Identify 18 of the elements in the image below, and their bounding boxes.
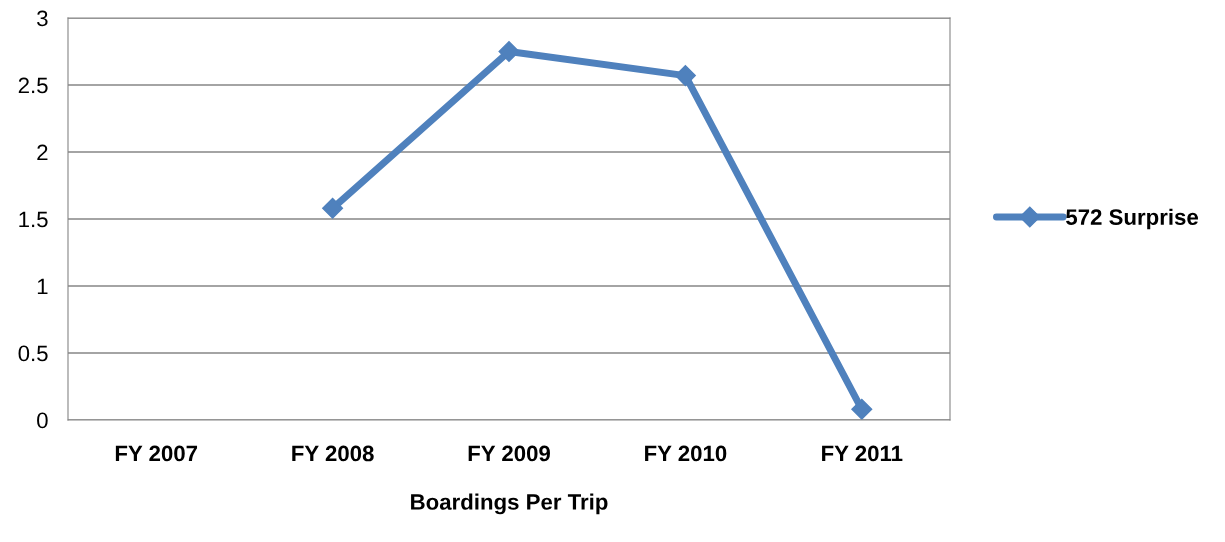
y-tick-label: 2 bbox=[37, 144, 48, 161]
legend-label: 572 Surprise bbox=[1066, 208, 1198, 230]
point bbox=[674, 65, 696, 87]
y-tick-label: 2.5 bbox=[18, 77, 48, 94]
x-tick-label: FY 2007 bbox=[115, 445, 198, 462]
y-tick-label: 3 bbox=[37, 10, 48, 27]
x-axis-title: Boardings Per Trip bbox=[411, 493, 608, 515]
point bbox=[322, 197, 344, 219]
point bbox=[851, 398, 873, 420]
x-tick-label: FY 2008 bbox=[292, 445, 374, 462]
x-tick-label: FY 2009 bbox=[468, 445, 550, 462]
y-tick-label: 1.5 bbox=[19, 211, 48, 228]
point bbox=[498, 40, 520, 63]
y-tick-label: 1 bbox=[37, 278, 48, 295]
y-tick-label: 0 bbox=[37, 412, 48, 429]
y-tick-label: 0.5 bbox=[18, 345, 48, 362]
x-tick-label: FY 2010 bbox=[645, 445, 727, 462]
x-tick-label: FY 2011 bbox=[822, 445, 903, 462]
